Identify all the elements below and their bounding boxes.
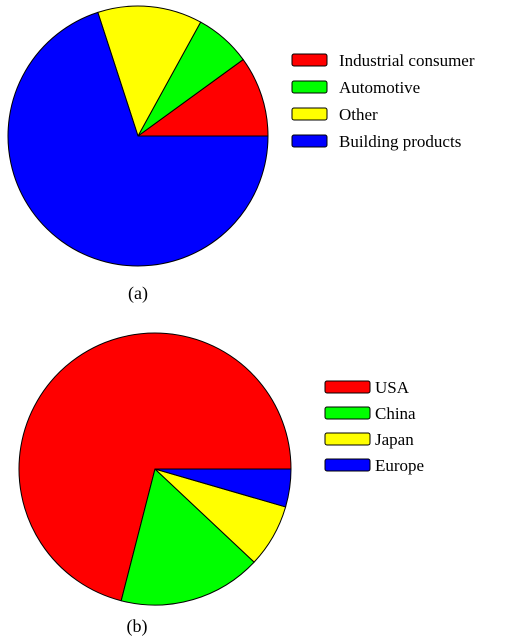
pie-a-caption: (a) xyxy=(128,283,148,304)
pie-a-slice-building-products xyxy=(7,11,269,267)
legend-b-swatch-usa xyxy=(324,380,371,394)
legend-b-swatch-china xyxy=(324,406,371,420)
pie-b-slice-europe xyxy=(154,468,292,508)
legend-b-label-china: China xyxy=(375,404,416,423)
pie-a-slice-other xyxy=(97,5,202,137)
pie-a-slice-industrial-consumer xyxy=(137,59,269,137)
legend-b-label-europe: Europe xyxy=(375,456,424,475)
legend-a-swatch-other xyxy=(291,107,328,121)
legend-a-swatch-industrial-consumer xyxy=(291,53,328,67)
pie-b-slices xyxy=(18,332,292,606)
legend-a-swatch-building-products xyxy=(291,134,328,148)
pie-b-caption: (b) xyxy=(127,616,148,637)
pie-b-slice-usa xyxy=(18,332,292,602)
pie-a-slices xyxy=(7,5,269,267)
legend-a-label-other: Other xyxy=(339,105,378,124)
legend-b-label-japan: Japan xyxy=(375,430,414,449)
pie-a-legend: Industrial consumer Automotive Other Buildi… xyxy=(291,51,475,151)
legend-a-label-automotive: Automotive xyxy=(339,78,420,97)
legend-a-label-building-products: Building products xyxy=(339,132,461,151)
pie-chart-a: Industrial consumer Automotive Other Buildi… xyxy=(7,5,475,304)
pie-chart-b: USA China Japan Europe (b) xyxy=(18,332,424,637)
pie-b-legend: USA China Japan Europe xyxy=(324,378,424,475)
legend-b-swatch-japan xyxy=(324,432,371,446)
legend-a-label-industrial-consumer: Industrial consumer xyxy=(339,51,475,70)
legend-b-label-usa: USA xyxy=(375,378,410,397)
pie-b-slice-china xyxy=(120,468,255,606)
legend-b-swatch-europe xyxy=(324,458,371,472)
legend-a-swatch-automotive xyxy=(291,80,328,94)
